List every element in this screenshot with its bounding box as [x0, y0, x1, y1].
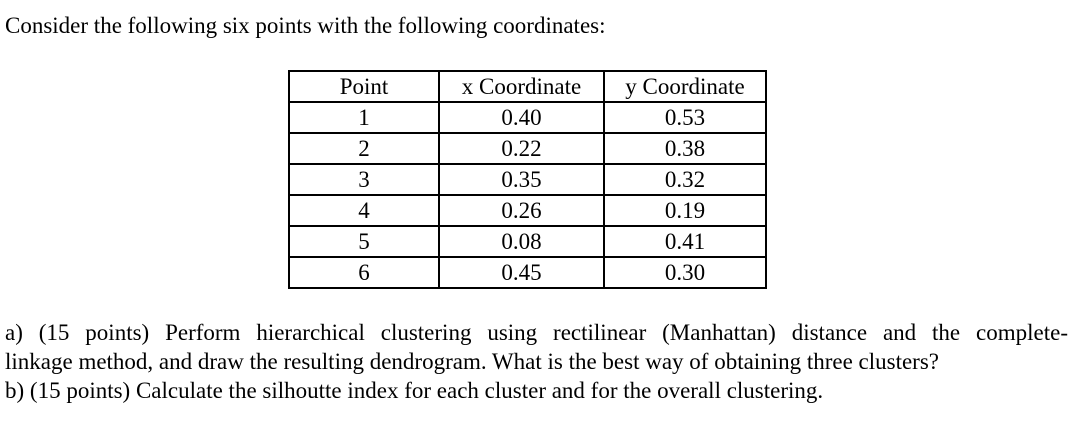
table-header-point: Point [288, 70, 440, 103]
table-cell-y: 0.19 [603, 194, 767, 227]
table-row: 6 0.45 0.30 [288, 256, 767, 289]
table-cell-y: 0.53 [603, 101, 767, 134]
intro-text: Consider the following six points with t… [5, 13, 606, 38]
table-cell-y: 0.32 [603, 163, 767, 196]
table-cell-point: 1 [288, 101, 440, 134]
question-a-line-1: a) (15 points) Perform hierarchical clus… [5, 320, 1068, 345]
table-cell-x: 0.45 [438, 256, 605, 289]
table-row: 4 0.26 0.19 [288, 194, 767, 227]
table-header-x-coordinate: x Coordinate [438, 70, 605, 103]
table-cell-y: 0.38 [603, 132, 767, 165]
table-cell-x: 0.08 [438, 225, 605, 258]
table-cell-point: 5 [288, 225, 440, 258]
table-row: 3 0.35 0.32 [288, 163, 767, 196]
table-cell-y: 0.30 [603, 256, 767, 289]
table-cell-point: 6 [288, 256, 440, 289]
table-cell-x: 0.35 [438, 163, 605, 196]
table-cell-point: 4 [288, 194, 440, 227]
table-row: 5 0.08 0.41 [288, 225, 767, 258]
table-cell-x: 0.26 [438, 194, 605, 227]
table-header-y-coordinate: y Coordinate [603, 70, 767, 103]
table-cell-y: 0.41 [603, 225, 767, 258]
table-header-row: Point x Coordinate y Coordinate [288, 70, 767, 103]
question-a-line-2: linkage method, and draw the resulting d… [5, 349, 940, 374]
question-b-line: b) (15 points) Calculate the silhoutte i… [5, 378, 824, 403]
table-cell-point: 2 [288, 132, 440, 165]
table-row: 2 0.22 0.38 [288, 132, 767, 165]
table-cell-point: 3 [288, 163, 440, 196]
table-cell-x: 0.22 [438, 132, 605, 165]
table-cell-x: 0.40 [438, 101, 605, 134]
questions-block: a) (15 points) Perform hierarchical clus… [5, 318, 1068, 405]
table-row: 1 0.40 0.53 [288, 101, 767, 134]
coordinates-table: Point x Coordinate y Coordinate 1 0.40 0… [288, 70, 767, 289]
